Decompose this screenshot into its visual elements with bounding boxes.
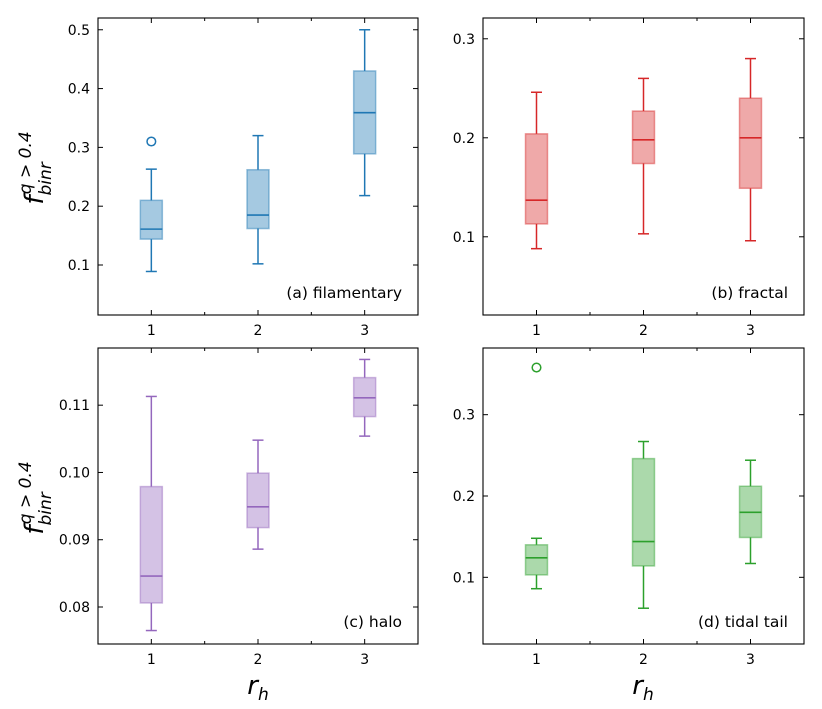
outlier-point [531, 362, 542, 373]
y-tick-label: 0.10 [59, 465, 90, 481]
box-body [631, 110, 656, 165]
box-3 [352, 29, 377, 197]
panel-3: 0.08 0.09 0.10 0.11 1 2 3 (c) halo [59, 347, 419, 668]
panel-1: 0.1 0.2 0.3 0.4 0.5 1 2 3 (a) filamentary [68, 17, 419, 339]
y-tick-label: 0.5 [68, 23, 90, 39]
y-axis-title-sub: binr [36, 161, 56, 195]
x-tick-label: 2 [254, 323, 263, 339]
box-body [524, 133, 549, 225]
box-1 [524, 362, 549, 590]
box-body [246, 472, 270, 529]
box-1 [139, 395, 164, 632]
box-body [524, 544, 549, 576]
x-tick-label: 1 [147, 652, 156, 668]
box-2 [246, 439, 270, 550]
x-tick-label: 3 [746, 323, 755, 339]
y-axis-title-bottom: fbinrq > 0.4 [16, 461, 56, 534]
x-axis-title-sub: h [643, 685, 654, 705]
x-axis-title-base: r [632, 671, 645, 701]
y-axis-title-sup: q > 0.4 [16, 461, 36, 524]
box-2 [631, 440, 656, 609]
box-2 [631, 77, 656, 235]
x-tick-label: 1 [532, 652, 541, 668]
box-2 [246, 134, 270, 265]
box-1 [524, 91, 549, 250]
x-tick-label: 3 [746, 652, 755, 668]
y-axis-title-top: fbinrq > 0.4 [16, 131, 56, 204]
x-axis-title-base: r [247, 671, 260, 701]
y-tick-label: 0.4 [68, 82, 90, 98]
box-3 [738, 459, 763, 565]
box-body [738, 97, 763, 190]
y-tick-label: 0.1 [453, 570, 475, 586]
panel-label: (d) tidal tail [698, 613, 788, 631]
panel-label: (c) halo [343, 613, 402, 631]
y-axis-title-sub: binr [36, 491, 56, 525]
x-tick-label: 1 [532, 323, 541, 339]
x-axis-title-sub: h [258, 685, 269, 705]
box-body [139, 485, 164, 604]
x-tick-label: 3 [360, 652, 369, 668]
panel-4: 0.1 0.2 0.3 1 2 3 (d) tidal tail [453, 347, 805, 668]
y-tick-label: 0.09 [59, 533, 90, 549]
box-body [631, 457, 656, 567]
box-3 [738, 57, 763, 242]
panel-label: (b) fractal [711, 284, 788, 302]
box-body [246, 168, 270, 230]
x-axis-title-right: rh [632, 671, 653, 705]
box-3 [352, 358, 377, 437]
y-tick-label: 0.1 [453, 230, 475, 246]
x-tick-label: 1 [147, 323, 156, 339]
y-tick-label: 0.3 [68, 140, 90, 156]
y-tick-label: 0.2 [453, 131, 475, 147]
y-tick-label: 0.3 [453, 32, 475, 48]
x-tick-label: 3 [360, 323, 369, 339]
outlier-point [146, 136, 157, 147]
y-tick-label: 0.1 [68, 258, 90, 274]
y-axis-title-sup: q > 0.4 [16, 131, 36, 194]
y-tick-label: 0.3 [453, 408, 475, 424]
x-tick-label: 2 [639, 323, 648, 339]
panel-label: (a) filamentary [286, 284, 402, 302]
y-tick-label: 0.2 [68, 199, 90, 215]
x-tick-label: 2 [254, 652, 263, 668]
y-tick-label: 0.11 [59, 398, 90, 414]
y-tick-label: 0.08 [59, 600, 90, 616]
x-axis-title-left: rh [247, 671, 268, 705]
panel-2: 0.1 0.2 0.3 1 2 3 (b) fractal [453, 17, 805, 339]
box-body [139, 199, 164, 240]
x-tick-label: 2 [639, 652, 648, 668]
box-1 [139, 136, 164, 273]
y-tick-label: 0.2 [453, 489, 475, 505]
